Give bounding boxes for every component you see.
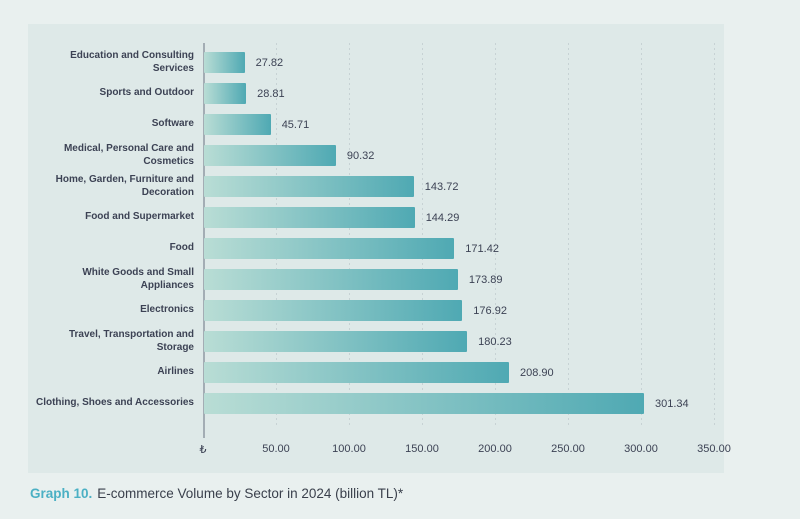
value-label: 176.92	[473, 304, 507, 317]
category-label: Clothing, Shoes and Accessories	[35, 397, 194, 409]
chart-row: Software 45.71	[28, 109, 724, 140]
x-axis-ticks: ₺ 50.00 100.00 150.00 200.00 250.00 300.00 350.…	[28, 443, 731, 457]
chart-row: Sports and Outdoor 28.81	[28, 78, 724, 109]
category-label: Home, Garden, Furniture and Decoration	[55, 174, 194, 198]
chart-row: Medical, Personal Care and Cosmetics 90.…	[28, 140, 724, 171]
value-label: 180.23	[478, 335, 512, 348]
gridline	[714, 43, 715, 428]
x-tick-label: 350.00	[697, 443, 731, 455]
bar	[204, 331, 468, 352]
value-label: 301.34	[655, 397, 689, 410]
x-tick-label: 100.00	[332, 443, 366, 455]
chart-row: Food and Supermarket 144.29	[28, 202, 724, 233]
chart-row: Home, Garden, Furniture and Decoration 1…	[28, 171, 724, 202]
bar	[204, 114, 271, 135]
value-label: 173.89	[468, 273, 503, 286]
bar-area: 143.72	[204, 176, 724, 197]
bar-area: 301.34	[204, 393, 724, 414]
bar	[204, 145, 336, 166]
bar-area: 180.23	[204, 331, 724, 352]
bar-area: 144.29	[204, 207, 724, 228]
gridline	[495, 43, 496, 428]
chart-row: Travel, Transportation and Storage 180.2…	[28, 326, 724, 357]
chart-caption: Graph 10. E-commerce Volume by Sector in …	[30, 486, 403, 501]
value-label: 28.81	[257, 87, 285, 100]
x-tick-currency-symbol: ₺	[199, 444, 207, 456]
bar-area: 208.90	[204, 362, 724, 383]
chart-row: Education and Consulting Services 27.82	[28, 47, 724, 78]
value-label: 144.29	[425, 211, 460, 224]
value-label: 208.90	[520, 366, 554, 379]
gridline	[276, 43, 277, 428]
x-tick-label: 250.00	[551, 443, 585, 455]
gridline	[422, 43, 423, 428]
chart-rows: Education and Consulting Services 27.82 …	[28, 47, 724, 419]
chart-row: Clothing, Shoes and Accessories 301.34	[28, 388, 724, 419]
value-label: 90.32	[346, 149, 375, 162]
bar-area: 176.92	[204, 300, 724, 321]
category-label: Software	[151, 118, 194, 130]
category-label: Airlines	[157, 366, 194, 378]
caption-text: E-commerce Volume by Sector in 2024 (bil…	[97, 486, 404, 501]
bar-area: 28.81	[204, 83, 724, 104]
chart-row: Food 171.42	[28, 233, 724, 264]
caption-prefix: Graph 10.	[30, 486, 93, 501]
bar-area: 90.32	[204, 145, 724, 166]
bar	[204, 362, 509, 383]
chart-row: Electronics 176.92	[28, 295, 724, 326]
bar-area: 173.89	[204, 269, 724, 290]
bar-area: 27.82	[204, 52, 724, 73]
x-tick-label: 150.00	[405, 443, 439, 455]
gridline	[349, 43, 350, 428]
x-tick-label: 50.00	[262, 443, 290, 455]
category-label: Food and Supermarket	[85, 211, 194, 223]
bar-area: 171.42	[204, 238, 724, 259]
category-label: Sports and Outdoor	[99, 87, 194, 99]
category-label: Travel, Transportation and Storage	[68, 329, 194, 353]
category-label: Electronics	[140, 304, 194, 316]
category-label: Education and Consulting Services	[70, 50, 194, 74]
chart-panel: Education and Consulting Services 27.82 …	[28, 24, 731, 473]
bar-area: 45.71	[204, 114, 724, 135]
bar	[204, 207, 415, 228]
x-tick-label: 300.00	[624, 443, 658, 455]
value-label: 171.42	[465, 242, 499, 255]
gridline	[568, 43, 569, 428]
category-label: Medical, Personal Care and Cosmetics	[63, 143, 194, 167]
bar	[204, 238, 455, 259]
category-label: White Goods and Small Appliances	[82, 267, 194, 291]
bar	[204, 83, 247, 104]
chart-row: White Goods and Small Appliances 173.89	[28, 264, 724, 295]
chart-row: Airlines 208.90	[28, 357, 724, 388]
bar	[204, 176, 414, 197]
category-label: Food	[169, 242, 194, 254]
bar	[204, 269, 458, 290]
value-label: 27.82	[255, 56, 284, 69]
value-label: 143.72	[424, 180, 459, 193]
bar	[204, 52, 245, 73]
gridline	[641, 43, 642, 428]
value-label: 45.71	[281, 118, 310, 131]
bar	[204, 393, 644, 414]
bar	[204, 300, 463, 321]
x-tick-label: 200.00	[478, 443, 512, 455]
